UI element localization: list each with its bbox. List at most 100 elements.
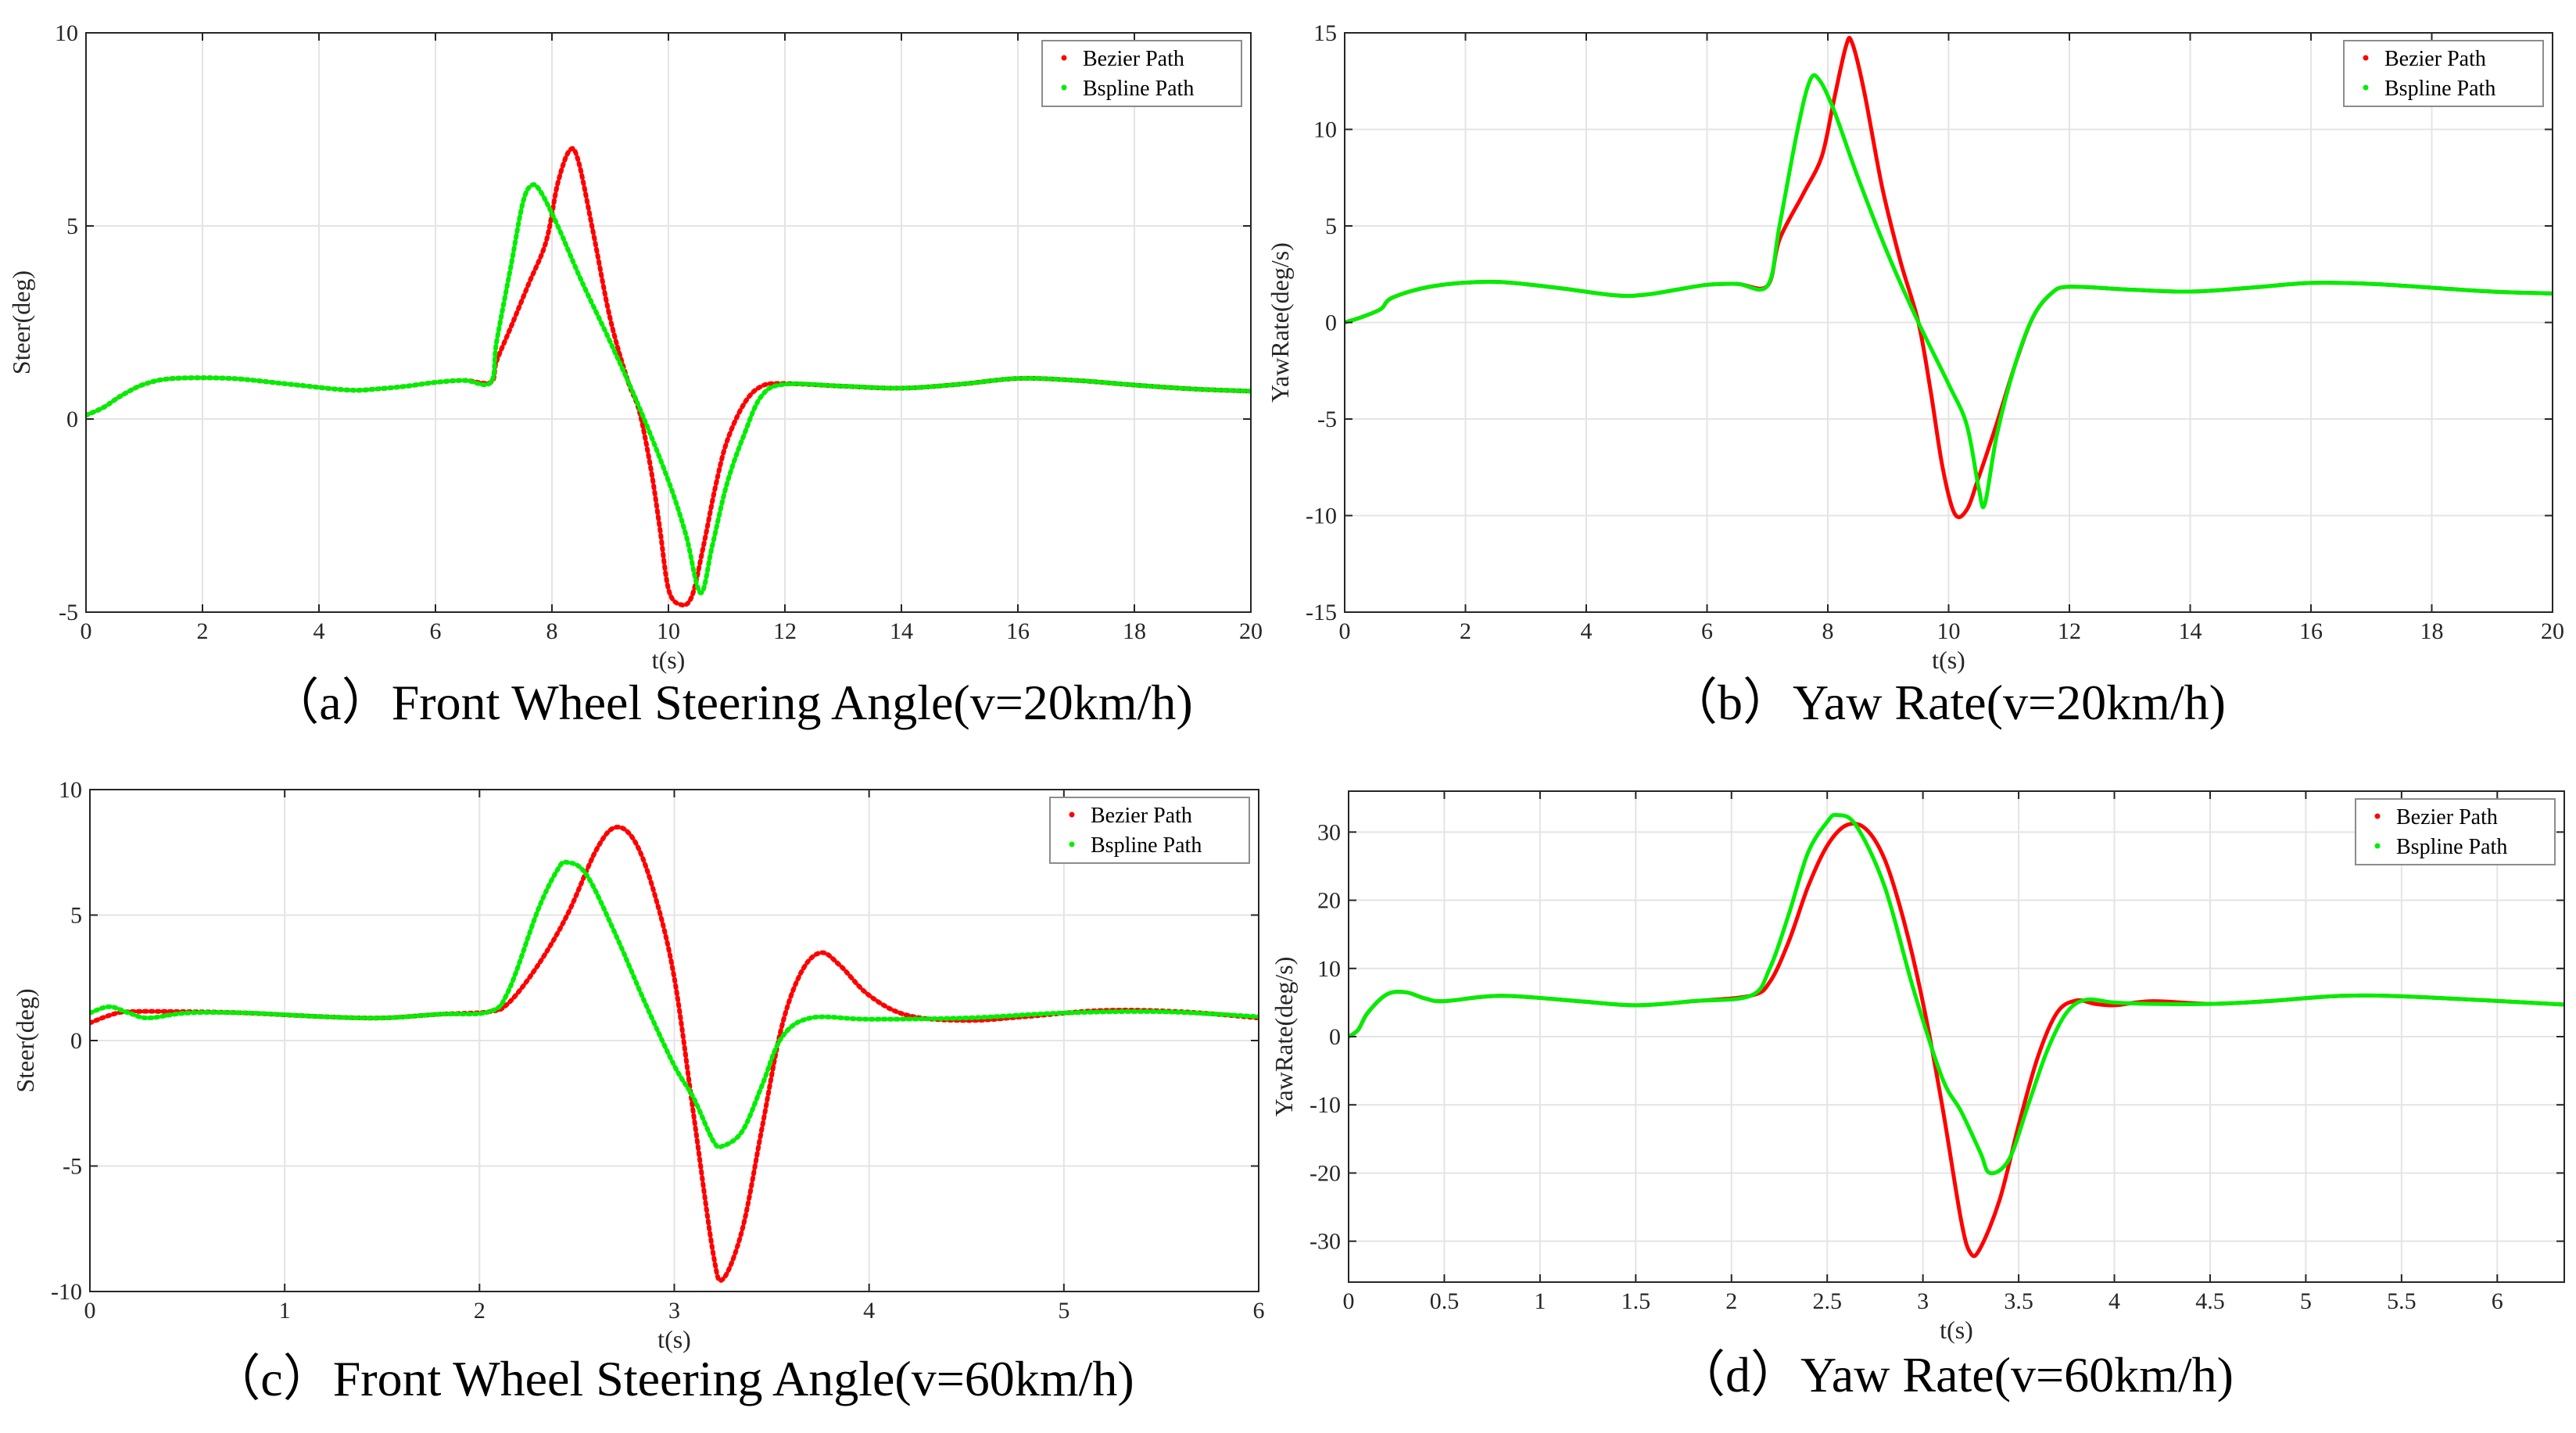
x-tick-label: 2 xyxy=(1460,618,1471,644)
legend-label: Bspline Path xyxy=(1091,833,1202,858)
y-tick-label: -15 xyxy=(1306,600,1337,625)
x-tick-label: 14 xyxy=(2179,618,2202,644)
panel-caption: （b）Yaw Rate(v=20km/h) xyxy=(1668,675,2226,730)
x-tick-label: 10 xyxy=(657,618,680,644)
y-tick-label: 10 xyxy=(59,777,82,803)
chart-panel-d: 0 0.5 1 1.5 2 2.5 3 3.5 4 4.5 5 5.5 6 -30 -20 -10 0 10 20 3… xyxy=(1270,790,2565,1403)
x-tick-label: 0 xyxy=(84,1298,96,1324)
panel-caption: （d）Yaw Rate(v=60km/h) xyxy=(1675,1347,2234,1403)
x-tick-label: 2 xyxy=(474,1298,485,1324)
series-line-bspline-path xyxy=(86,182,1251,596)
y-tick-label: 30 xyxy=(1317,819,1341,845)
x-tick-label: 4 xyxy=(1581,618,1593,644)
x-tick-label: 3.5 xyxy=(2004,1288,2033,1314)
x-tick-label: 12 xyxy=(773,618,797,644)
legend: Bezier Path Bspline Path xyxy=(2355,798,2556,865)
x-tick-label: 1 xyxy=(279,1298,291,1324)
legend-box xyxy=(2343,40,2544,107)
x-axis-label: t(s) xyxy=(1940,1316,1973,1344)
chart-panel-b: 0 2 4 6 8 10 12 14 16 18 20 -15 -10 -5 0 5 10 15 t(s) YawRa… xyxy=(1266,20,2564,730)
legend-label: Bezier Path xyxy=(2384,47,2486,71)
x-tick-label: 2 xyxy=(1725,1288,1737,1314)
y-tick-label: 5 xyxy=(1325,213,1337,239)
legend-box xyxy=(1049,797,1250,864)
x-tick-label: 6 xyxy=(430,618,442,644)
y-tick-label: 0 xyxy=(1329,1024,1341,1050)
legend-marker-bspline-path xyxy=(1069,841,1075,847)
x-tick-label: 3 xyxy=(1917,1288,1929,1314)
y-tick-label: 0 xyxy=(66,407,78,432)
y-tick-label: -20 xyxy=(1309,1160,1341,1186)
chart-panel-c: 0 1 2 3 4 5 6 -10 -5 0 5 10 t(s) Steer(deg) Bezier Pat… xyxy=(11,777,1265,1406)
y-axis-label: Steer(deg) xyxy=(11,988,39,1092)
series-line-bezier-path xyxy=(1349,821,2564,1259)
legend-label: Bezier Path xyxy=(1083,47,1184,71)
legend-marker-bezier-path xyxy=(1069,811,1075,818)
y-tick-label: -5 xyxy=(1317,407,1337,432)
legend-marker-bezier-path xyxy=(2363,55,2369,61)
x-tick-label: 18 xyxy=(1123,618,1146,644)
x-tick-label: 10 xyxy=(1937,618,1961,644)
y-tick-label: -5 xyxy=(63,1154,82,1180)
y-tick-label: 5 xyxy=(70,903,82,929)
legend: Bezier Path Bspline Path xyxy=(1049,797,1250,864)
x-tick-label: 6 xyxy=(1701,618,1713,644)
x-tick-label: 4 xyxy=(863,1298,875,1324)
x-tick-label: 14 xyxy=(890,618,913,644)
x-tick-label: 0.5 xyxy=(1430,1288,1460,1314)
legend-label: Bezier Path xyxy=(2396,805,2498,829)
x-tick-label: 5.5 xyxy=(2387,1288,2417,1314)
legend: Bezier Path Bspline Path xyxy=(2343,40,2544,107)
panel-caption: （a）Front Wheel Steering Angle(v=20km/h) xyxy=(269,675,1192,730)
y-tick-label: 5 xyxy=(66,213,78,239)
y-tick-label: -10 xyxy=(1306,503,1337,529)
x-tick-label: 4 xyxy=(2108,1288,2120,1314)
y-tick-label: 0 xyxy=(70,1028,82,1054)
y-tick-label: 20 xyxy=(1317,888,1341,914)
x-tick-label: 0 xyxy=(1343,1288,1355,1314)
chart-panel-a: 0 2 4 6 8 10 12 14 16 18 20-50510t(s)Steer(deg)Bez… xyxy=(7,20,1263,730)
legend-marker-bezier-path xyxy=(1061,55,1067,61)
series-line-bspline-path xyxy=(90,859,1259,1150)
y-axis-label: YawRate(deg/s) xyxy=(1266,242,1294,403)
series-line-bspline-path xyxy=(1349,812,2564,1176)
legend-label: Bezier Path xyxy=(1091,804,1192,828)
x-tick-label: 0 xyxy=(1339,618,1351,644)
legend-label: Bspline Path xyxy=(1083,77,1194,101)
y-tick-label: 10 xyxy=(1313,117,1337,143)
x-tick-label: 16 xyxy=(1006,618,1030,644)
y-tick-label: -5 xyxy=(59,600,78,625)
legend-box xyxy=(1041,40,1242,107)
legend-marker-bspline-path xyxy=(1061,84,1067,91)
legend: Bezier Path Bspline Path xyxy=(1041,40,1242,107)
y-tick-label: -30 xyxy=(1309,1229,1341,1255)
x-tick-label: 6 xyxy=(2492,1288,2503,1314)
legend-marker-bspline-path xyxy=(2374,843,2381,849)
x-axis-label: t(s) xyxy=(657,1325,691,1353)
legend-marker-bspline-path xyxy=(2363,84,2369,91)
y-tick-label: -10 xyxy=(1309,1092,1341,1118)
x-tick-label: 5 xyxy=(2300,1288,2312,1314)
x-tick-label: 1.5 xyxy=(1621,1288,1651,1314)
x-tick-label: 4.5 xyxy=(2195,1288,2225,1314)
x-tick-label: 0 xyxy=(81,618,92,644)
legend-marker-bezier-path xyxy=(2374,813,2381,819)
y-tick-label: 10 xyxy=(55,20,78,46)
x-tick-label: 18 xyxy=(2420,618,2444,644)
x-tick-label: 16 xyxy=(2299,618,2323,644)
x-tick-label: 20 xyxy=(2541,618,2564,644)
x-tick-label: 1 xyxy=(1534,1288,1546,1314)
legend-label: Bspline Path xyxy=(2384,77,2495,101)
y-axis-label: Steer(deg) xyxy=(7,270,35,374)
x-tick-label: 8 xyxy=(1822,618,1834,644)
x-axis-label: t(s) xyxy=(652,646,686,674)
x-tick-label: 12 xyxy=(2058,618,2081,644)
x-axis-label: t(s) xyxy=(1932,646,1965,674)
x-tick-label: 6 xyxy=(1253,1298,1265,1324)
x-tick-label: 5 xyxy=(1058,1298,1069,1324)
legend-box xyxy=(2355,798,2556,865)
x-tick-label: 4 xyxy=(313,618,325,644)
series-line-bspline-path xyxy=(1345,73,2553,510)
x-tick-label: 20 xyxy=(1239,618,1263,644)
